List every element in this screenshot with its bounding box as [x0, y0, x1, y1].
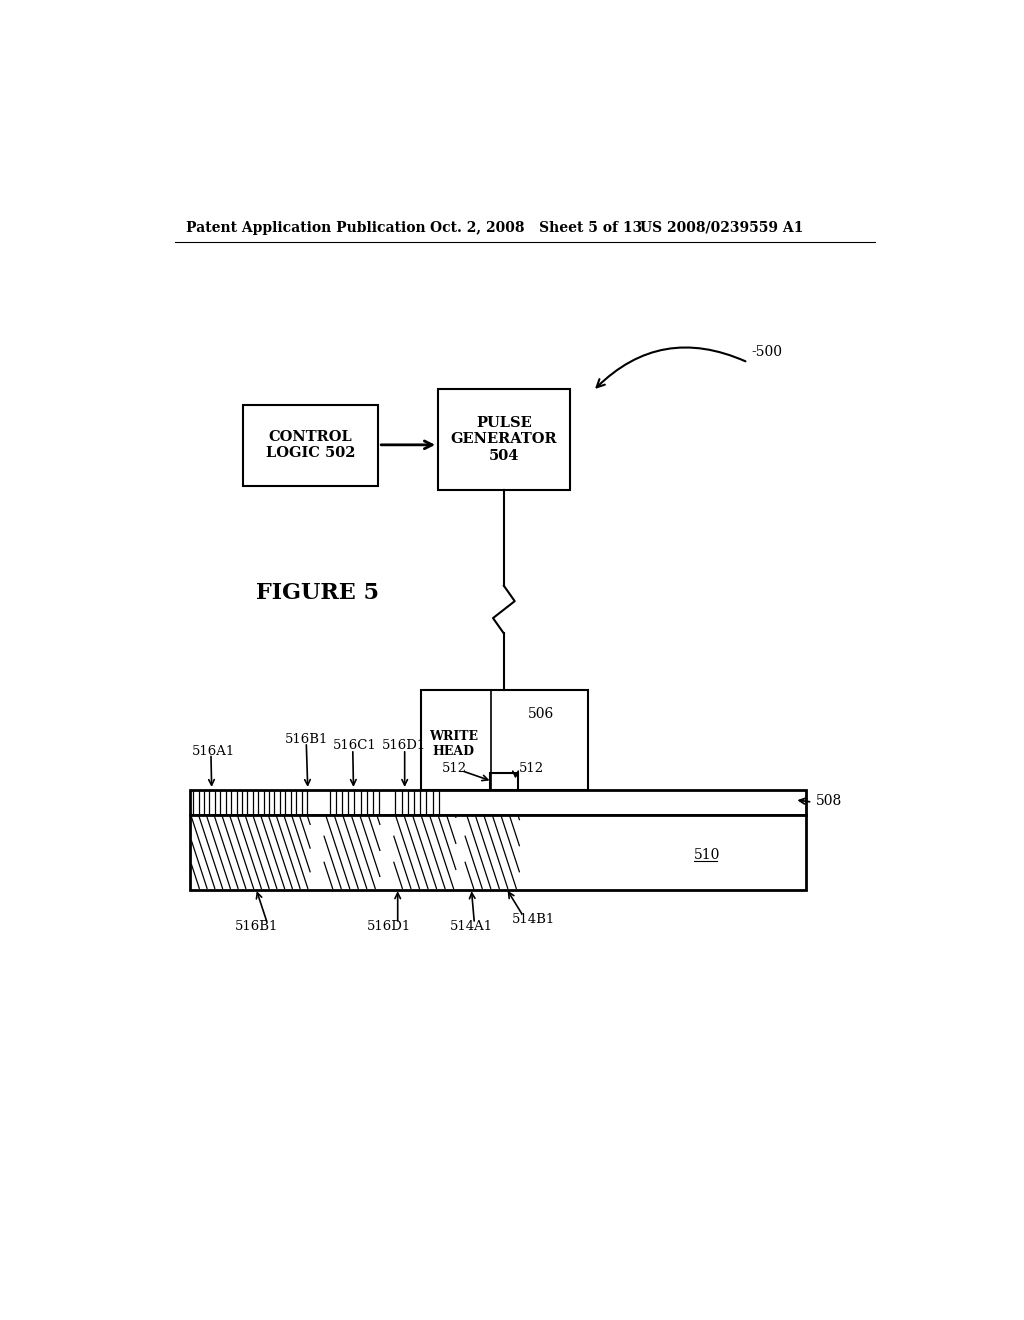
Text: 514A1: 514A1 [450, 920, 493, 933]
Bar [489, 774, 518, 789]
Bar [190, 816, 806, 890]
Text: 516B1: 516B1 [286, 733, 329, 746]
Text: 516A1: 516A1 [191, 744, 234, 758]
Text: 512: 512 [442, 762, 467, 775]
Text: FIGURE 5: FIGURE 5 [256, 582, 379, 605]
Text: 516B1: 516B1 [234, 920, 279, 933]
Bar [243, 405, 378, 486]
Text: PULSE
GENERATOR
504: PULSE GENERATOR 504 [451, 416, 557, 462]
Text: CONTROL
LOGIC 502: CONTROL LOGIC 502 [266, 430, 355, 461]
Text: US 2008/0239559 A1: US 2008/0239559 A1 [640, 220, 803, 235]
FancyArrowPatch shape [597, 347, 745, 387]
Text: 514B1: 514B1 [512, 912, 555, 925]
Text: -500: -500 [752, 346, 783, 359]
Text: 516C1: 516C1 [333, 739, 377, 752]
Text: 508: 508 [816, 793, 843, 808]
Text: 510: 510 [693, 849, 720, 862]
Text: 512: 512 [519, 762, 545, 775]
Bar [438, 389, 569, 490]
Bar [421, 689, 588, 789]
Text: WRITE
HEAD: WRITE HEAD [429, 730, 478, 758]
Bar [190, 789, 806, 816]
Text: 506: 506 [528, 708, 554, 721]
FancyArrowPatch shape [800, 799, 810, 804]
Text: Patent Application Publication: Patent Application Publication [186, 220, 426, 235]
Text: 516D1: 516D1 [382, 739, 426, 752]
Text: Oct. 2, 2008   Sheet 5 of 13: Oct. 2, 2008 Sheet 5 of 13 [430, 220, 642, 235]
Text: 516D1: 516D1 [367, 920, 411, 933]
